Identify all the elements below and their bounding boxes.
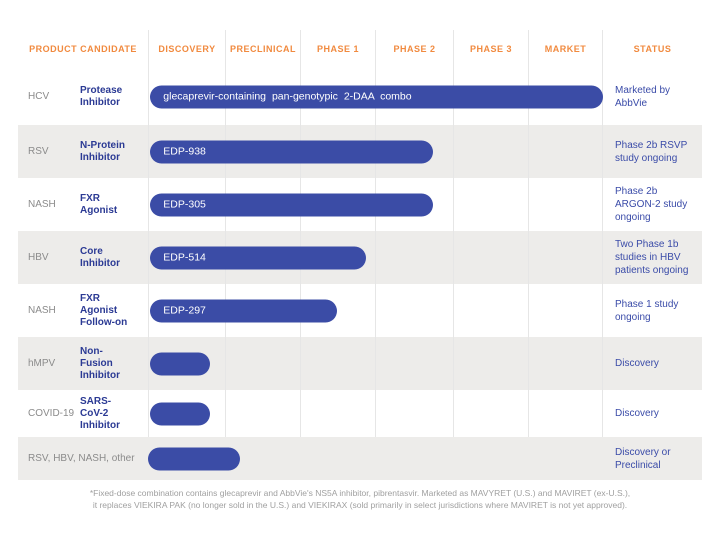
- mechanism-label: SARS- CoV-2 Inhibitor: [80, 395, 120, 431]
- disease-label: HBV: [28, 252, 49, 263]
- mechanism-label: Non- Fusion Inhibitor: [80, 345, 120, 381]
- mechanism-label: N-Protein Inhibitor: [80, 139, 125, 163]
- row-other-programs: RSV, HBV, NASH, other Discovery or Precl…: [18, 437, 702, 480]
- status-text: Discovery: [615, 408, 659, 419]
- header-row: PRODUCT CANDIDATE DISCOVERY PRECLINICAL …: [18, 30, 702, 68]
- pipeline-bar-edp-514: EDP-514: [150, 246, 366, 269]
- row-hbv: HBV Core Inhibitor Two Phase 1b studies …: [18, 231, 702, 284]
- status-text: Marketed by AbbVie: [615, 84, 671, 109]
- footnote: *Fixed-dose combination contains glecapr…: [0, 488, 720, 511]
- header-phase-1: PHASE 1: [300, 30, 375, 68]
- status-text: Discovery or Preclinical: [615, 446, 671, 471]
- mechanism-label: Protease Inhibitor: [80, 84, 123, 108]
- pipeline-bar-edp-305: EDP-305: [150, 193, 433, 216]
- header-status: STATUS: [633, 44, 672, 54]
- mechanism-label: FXR Agonist Follow-on: [80, 292, 128, 328]
- header-product-candidate: PRODUCT CANDIDATE: [29, 44, 137, 54]
- row-rsv: RSV N-Protein Inhibitor Phase 2b RSVP st…: [18, 125, 702, 178]
- header-discovery: DISCOVERY: [148, 30, 225, 68]
- disease-label: COVID-19: [28, 408, 75, 419]
- row-nash-followon: NASH FXR Agonist Follow-on Phase 1 study…: [18, 284, 702, 337]
- disease-label: NASH: [28, 305, 56, 316]
- row-nash-fxr: NASH FXR Agonist Phase 2b ARGON-2 study …: [18, 178, 702, 231]
- row-hmpv: hMPV Non- Fusion Inhibitor Discovery: [18, 337, 702, 390]
- pipeline-bar-edp-297: EDP-297: [150, 299, 338, 322]
- pipeline-bar-edp-938: EDP-938: [150, 140, 433, 163]
- pipeline-bar-glecaprevir: glecaprevir-containing pan-genotypic 2-D…: [150, 85, 603, 108]
- status-text: Phase 2b RSVP study ongoing: [615, 139, 688, 164]
- mechanism-label: FXR Agonist: [80, 192, 118, 216]
- header-phase-3: PHASE 3: [453, 30, 528, 68]
- disease-label: RSV: [28, 146, 49, 157]
- header-phase-2: PHASE 2: [375, 30, 453, 68]
- row-covid-19: COVID-19 SARS- CoV-2 Inhibitor Discovery: [18, 390, 702, 437]
- footnote-line-1: *Fixed-dose combination contains glecapr…: [89, 488, 631, 498]
- disease-label: hMPV: [28, 358, 56, 369]
- header-market: MARKET: [528, 30, 603, 68]
- pipeline-bar-other: [148, 447, 240, 470]
- footnote-line-2: it replaces VIEKIRA PAK (no longer sold …: [92, 499, 628, 510]
- pipeline-table: PRODUCT CANDIDATE DISCOVERY PRECLINICAL …: [18, 30, 702, 480]
- mechanism-label: Core Inhibitor: [80, 245, 120, 269]
- status-text: Phase 2b ARGON-2 study ongoing: [615, 186, 688, 223]
- disease-label: RSV, HBV, NASH, other: [28, 453, 135, 464]
- status-text: Discovery: [615, 358, 659, 369]
- pipeline-bar-sars-cov-2: [150, 402, 210, 425]
- disease-label: NASH: [28, 199, 56, 210]
- pipeline-bar-hmpv: [150, 352, 210, 375]
- header-preclinical: PRECLINICAL: [225, 30, 300, 68]
- disease-label: HCV: [28, 91, 50, 102]
- status-text: Phase 1 study ongoing: [615, 298, 679, 323]
- status-text: Two Phase 1b studies in HBV patients ong…: [615, 239, 689, 276]
- row-hcv: HCV Protease Inhibitor Marketed by AbbVi…: [18, 68, 702, 125]
